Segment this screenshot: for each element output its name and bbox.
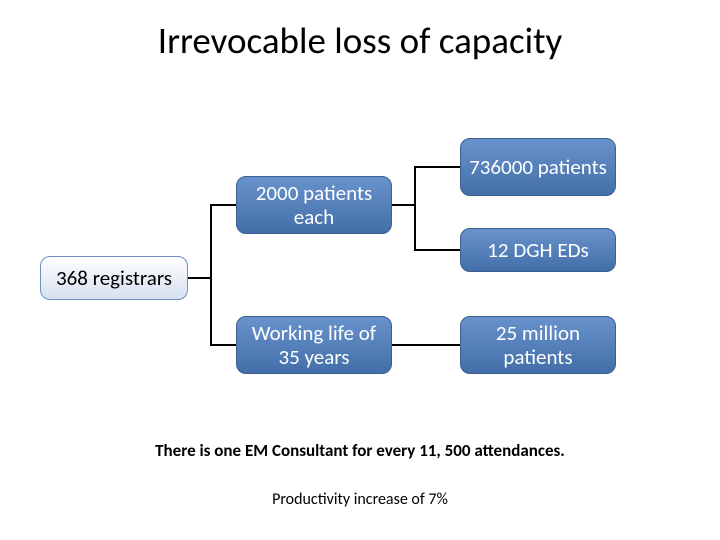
box-25-million: 25 million patients xyxy=(460,316,616,374)
connector-segment xyxy=(414,249,460,251)
box-25m-text: 25 million patients xyxy=(467,321,609,369)
slide-title: Irrevocable loss of capacity xyxy=(0,18,720,63)
box-736k-text: 736000 patients xyxy=(469,155,607,179)
box-dgh-text: 12 DGH EDs xyxy=(487,238,588,262)
connector-segment xyxy=(414,166,460,168)
box-patients-each-text: 2000 patients each xyxy=(243,181,385,229)
connector-segment xyxy=(392,344,460,346)
box-12-dgh-eds: 12 DGH EDs xyxy=(460,228,616,272)
box-registrars-text: 368 registrars xyxy=(56,266,172,290)
connector-segment xyxy=(210,204,236,206)
connector-segment xyxy=(188,277,210,279)
connector-segment xyxy=(414,166,416,250)
connector-segment xyxy=(210,204,212,346)
connector-segment xyxy=(392,204,414,206)
box-736000-patients: 736000 patients xyxy=(460,138,616,196)
box-working-life: Working life of 35 years xyxy=(236,316,392,374)
box-working-life-text: Working life of 35 years xyxy=(243,321,385,369)
box-registrars: 368 registrars xyxy=(40,256,188,300)
footer-line-2: Productivity increase of 7% xyxy=(0,490,720,509)
connector-segment xyxy=(210,344,236,346)
box-patients-each: 2000 patients each xyxy=(236,176,392,234)
footer-line-1: There is one EM Consultant for every 11,… xyxy=(0,440,720,461)
